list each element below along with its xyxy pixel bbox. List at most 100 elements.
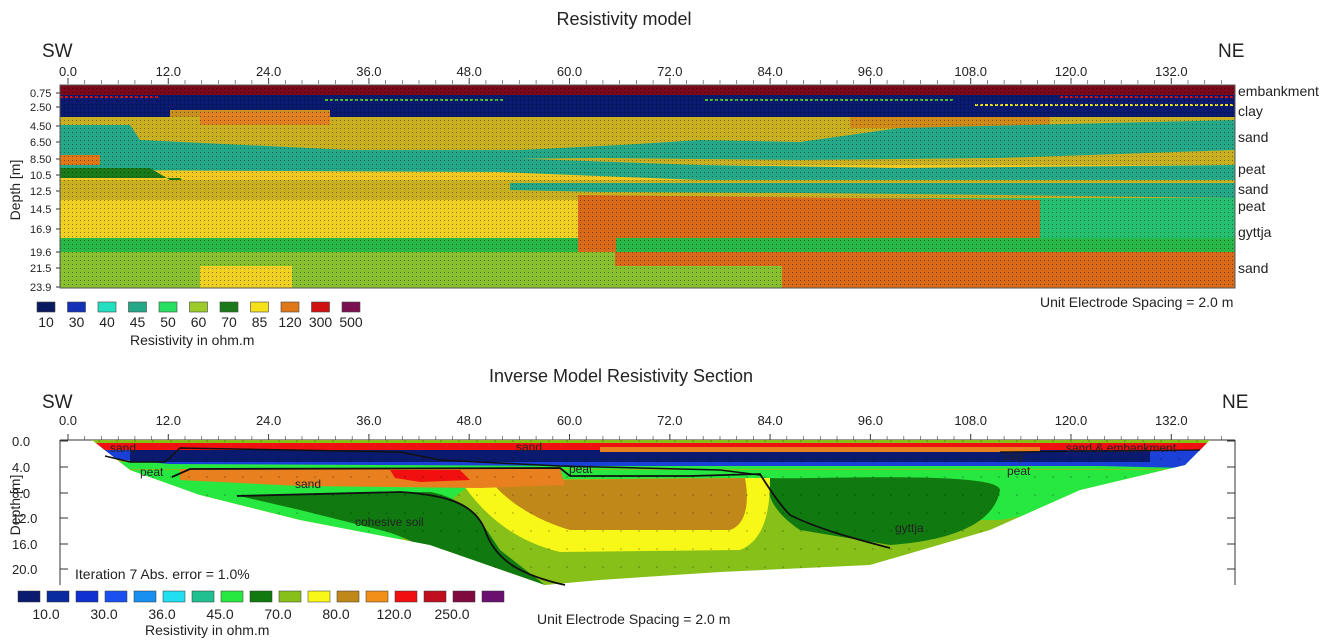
model-legend-value: 500 (339, 314, 363, 330)
model-legend-value: 45 (130, 314, 146, 330)
model-depth-tick: 4.50 (30, 121, 51, 133)
inverse-depth-tick: 8.0 (12, 486, 30, 501)
model-x-tick: 24.0 (256, 64, 281, 79)
inverse-legend-value: 45.0 (206, 606, 233, 622)
inverse-depth-tick: 16.0 (12, 537, 37, 552)
inverse-dir-left: SW (42, 392, 73, 413)
inverse-annotation: sand (110, 441, 136, 455)
model-dir-right: NE (1218, 41, 1244, 62)
inverse-x-tick: 72.0 (657, 413, 682, 428)
model-legend-value: 60 (191, 314, 207, 330)
inverse-annotation: sand (295, 477, 321, 491)
inverse-legend-value: 250.0 (434, 606, 469, 622)
model-legend-caption: Resistivity in ohm.m (130, 332, 254, 348)
model-legend-swatch (280, 301, 300, 313)
model-legend-swatch (158, 301, 178, 313)
inverse-legend-swatch (423, 590, 447, 603)
model-depth-tick: 6.50 (30, 137, 51, 149)
inverse-annotation: peat (140, 465, 164, 479)
inverse-legend-swatch (162, 590, 186, 603)
inverse-legend-swatch (46, 590, 70, 603)
inverse-x-tick: 24.0 (256, 413, 281, 428)
inverse-legend-swatch (452, 590, 476, 603)
model-depth-tick: 16.9 (30, 224, 51, 236)
inverse-legend-swatch (17, 590, 41, 603)
inverse-legend-swatch (133, 590, 157, 603)
model-dir-left: SW (42, 41, 73, 62)
inverse-x-tick: 0.0 (59, 413, 77, 428)
model-layer-label: peat (1238, 161, 1265, 177)
inverse-depth-axis: 0.0 4.0 8.0 12.0 16.0 20.0 (12, 434, 1235, 577)
inverse-x-tick: 60.0 (557, 413, 582, 428)
model-x-tick: 12.0 (156, 64, 181, 79)
inverse-annotation: peat (569, 462, 593, 476)
model-layer-label: peat (1238, 198, 1265, 214)
model-depth-tick: 12.5 (30, 186, 51, 198)
model-legend-value: 50 (160, 314, 176, 330)
inverse-section (92, 440, 1210, 586)
inverse-x-tick: 108.0 (954, 413, 987, 428)
model-legend-value: 30 (69, 314, 85, 330)
model-x-axis: 0.0 12.0 24.0 36.0 48.0 60.0 72.0 84.0 96.0 108.0… (59, 64, 1222, 84)
inverse-legend-swatch (365, 590, 389, 603)
model-layer-label: clay (1238, 103, 1263, 119)
model-depth-tick: 14.5 (30, 204, 51, 216)
inverse-legend-value: 120.0 (376, 606, 411, 622)
model-legend-value: 10 (38, 314, 54, 330)
model-x-tick: 60.0 (557, 64, 582, 79)
model-x-tick: 72.0 (657, 64, 682, 79)
model-legend-swatch (189, 301, 208, 313)
inverse-annotation: peat (1007, 464, 1031, 478)
inverse-legend-swatch (336, 590, 360, 603)
model-layer-label: sand (1238, 181, 1268, 197)
model-legend-value: 300 (309, 314, 333, 330)
model-x-tick: 0.0 (59, 64, 77, 79)
inverse-legend-value: 30.0 (90, 606, 117, 622)
inverse-annotation: clay (1003, 449, 1024, 463)
model-layer-label: sand (1238, 129, 1268, 145)
inverse-legend: 10.0 30.0 36.0 45.0 70.0 80.0 120.0 250.0 (17, 590, 505, 622)
model-x-tick: 48.0 (457, 64, 482, 79)
model-legend-value: 120 (278, 314, 302, 330)
inverse-title: Inverse Model Resistivity Section (489, 366, 753, 386)
inverse-x-tick: 48.0 (457, 413, 482, 428)
inverse-x-axis: 0.0 12.0 24.0 36.0 48.0 60.0 72.0 84.0 96.0 108.0… (59, 413, 1222, 440)
model-depth-tick: 8.50 (30, 154, 51, 166)
model-legend-swatch (311, 301, 330, 313)
inverse-legend-swatch (249, 590, 273, 603)
model-legend-value: 70 (221, 314, 237, 330)
model-legend: 10 30 40 45 50 60 70 85 120 300 500 (36, 301, 363, 330)
inverse-legend-swatch (481, 590, 505, 603)
model-x-tick: 84.0 (757, 64, 782, 79)
model-legend-value: 40 (99, 314, 115, 330)
model-x-tick: 96.0 (858, 64, 883, 79)
inverse-legend-swatch (75, 590, 99, 603)
model-depth-tick: 2.50 (30, 102, 51, 114)
inverse-x-tick: 84.0 (757, 413, 782, 428)
model-legend-swatch (250, 301, 269, 313)
model-depth-tick: 21.5 (30, 263, 51, 275)
model-x-tick: 36.0 (356, 64, 381, 79)
inverse-dir-right: NE (1222, 392, 1248, 413)
inverse-depth-tick: 20.0 (12, 562, 37, 577)
inverse-depth-tick: 4.0 (12, 460, 30, 475)
model-legend-swatch (36, 301, 56, 313)
inverse-legend-swatch (104, 590, 128, 603)
inverse-legend-value: 36.0 (148, 606, 175, 622)
inverse-annotations: sand sand peat peat sand cohesive soil gyttja s… (110, 440, 1177, 535)
model-x-tick: 132.0 (1155, 64, 1188, 79)
model-layer-label: gyttja (1238, 224, 1272, 240)
inverse-legend-caption: Resistivity in ohm.m (145, 622, 269, 638)
inverse-depth-label: Depth [m] (7, 475, 23, 536)
inverse-annotation: sand (516, 440, 542, 454)
model-depth-tick: 10.5 (30, 170, 51, 182)
inverse-x-tick: 36.0 (356, 413, 381, 428)
model-legend-value: 85 (252, 314, 268, 330)
inverse-annotation: sand & embankment (1066, 441, 1177, 455)
inverse-legend-value: 80.0 (322, 606, 349, 622)
inverse-depth-tick: 0.0 (12, 434, 30, 449)
model-unit-spacing: Unit Electrode Spacing = 2.0 m (1040, 294, 1233, 310)
model-legend-swatch (128, 301, 147, 313)
